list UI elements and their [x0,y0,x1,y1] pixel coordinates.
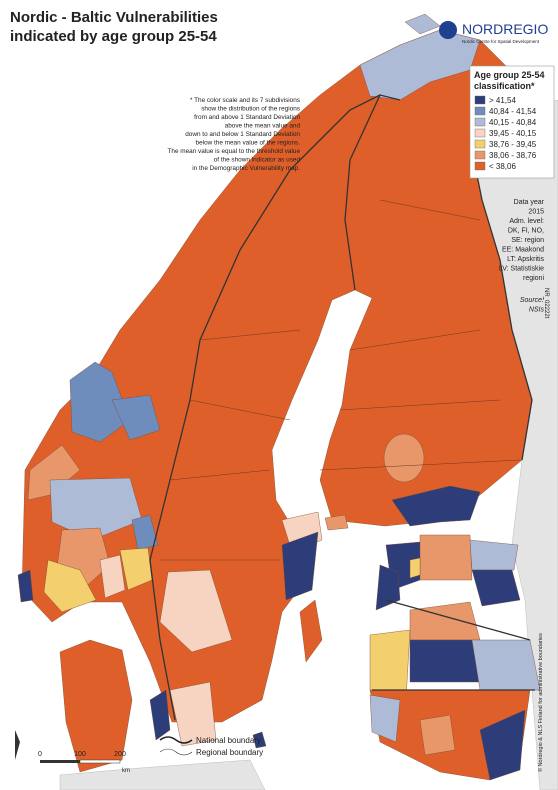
note-line: from and above 1 Standard Deviation [194,114,300,121]
logo-subtitle: Nordic Centre for Spatial Development [462,39,540,44]
legend-label: 40,15 - 40,84 [489,118,537,127]
legend-swatch [474,161,486,171]
region [471,569,521,607]
legend-swatch [474,117,486,127]
note-line: in the Demographic Vulnerability map. [192,165,300,172]
region [479,709,526,781]
copyright: © Nordregio & NLS Finland for administra… [537,633,544,772]
info-line: 2015 [528,209,544,216]
legend-swatch [474,128,486,138]
scale-bar [79,759,121,764]
boundary-label: Regional boundary [196,748,263,757]
title: indicated by age group 25-54 [10,28,217,45]
region [131,514,159,551]
north-arrow [15,730,20,760]
note-line: The mean value is equal to the threshold… [167,148,300,155]
legend-label: 38,76 - 39,45 [489,140,537,149]
region [419,534,473,581]
region [281,531,319,601]
region [419,714,456,756]
note-line: above the mean value and [225,123,301,130]
region [169,681,217,747]
region [17,569,34,603]
scale-label: 0 [38,751,42,758]
region [21,29,533,723]
region [49,477,143,541]
legend-label: 38,06 - 38,76 [489,151,537,160]
info-line: LT: Apskritis [507,256,544,263]
logo-icon [439,21,457,39]
region [469,539,519,571]
note-line: * The color scale and its 7 subdivisions [190,97,300,104]
info-line: DK, FI, NO, [508,228,544,235]
legend: > 41,54 40,84 - 41,54 40,15 - 40,84 39,45 -… [474,95,537,171]
legend-label: 40,84 - 41,54 [489,107,537,116]
region [409,639,481,683]
legend-swatch [474,106,486,116]
boundary-label: National boundary [196,736,261,745]
region [43,559,97,613]
info-line: SE: region [511,237,544,244]
info-line: Adm. level: [509,218,544,225]
legend-swatch [474,139,486,149]
national-border [469,139,533,461]
title: Nordic - Baltic Vulnerabilities [10,9,218,26]
scale-bar [40,760,80,763]
national-border [372,599,535,691]
note: * The color scale and its 7 subdivisions… [167,97,300,172]
other-land [59,759,266,790]
region [59,639,133,773]
legend-title: Age group 25-54 [474,70,545,80]
legend-label: < 38,06 [489,162,516,171]
scale-label: 100 [74,751,86,758]
region [391,485,481,527]
national-border [344,94,381,291]
region [159,569,233,653]
region [111,394,161,441]
logo-name: NORDREGIO [462,21,548,37]
note-line: of the shown indicator as used [214,157,301,164]
info-line: regioni [523,275,544,282]
legend-swatch [474,95,486,105]
note-line: show the distribution of the regions [201,106,300,113]
region [375,564,401,611]
region [149,689,171,741]
source-line: NSIs [529,307,545,314]
map-id: NR_02222t [543,288,549,319]
note-line: down to and below 1 Standard Deviation [185,131,300,138]
region [369,694,401,743]
regional-key [159,748,193,756]
source-line: Source: [520,297,544,304]
regional-border [160,199,521,561]
national-key [159,736,193,744]
region [252,731,267,749]
note-line: below the mean value of the regions. [196,140,301,147]
national-border [149,94,401,721]
legend-label: 39,45 - 40,15 [489,129,537,138]
region [383,433,425,483]
scale-label: 200 [114,751,126,758]
info-line: Data year [514,199,545,206]
info-line: LV: Statistiskie [499,266,544,273]
region [324,514,349,531]
legend-title: classification* [474,81,535,91]
region [299,599,323,663]
region [471,639,541,691]
info-line: EE: Maakond [502,247,544,254]
region [409,557,421,579]
legend-label: > 41,54 [489,96,516,105]
info: Data year 2015 Adm. level: DK, FI, NO, SE: r… [499,199,545,314]
region [99,554,126,599]
scale-unit: km [122,768,130,774]
legend-swatch [474,150,486,160]
